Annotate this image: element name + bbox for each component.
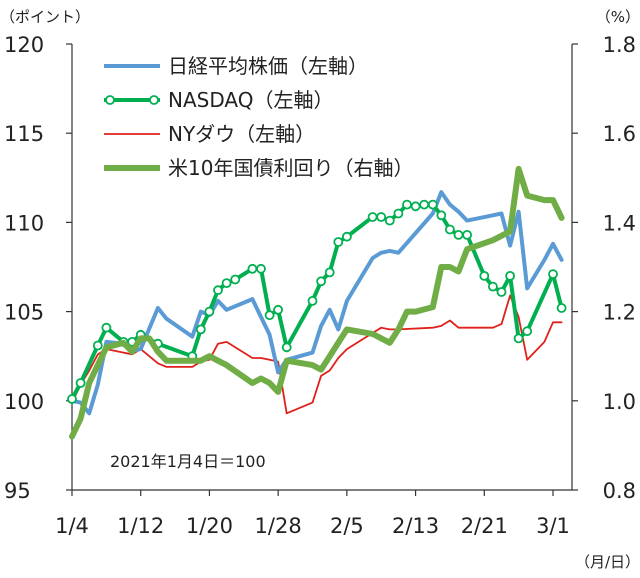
series-marker [195,324,206,335]
y-right-tick-label: 1.8 [603,33,636,57]
series-marker [67,394,77,404]
x-tick-label: 1/12 [117,514,164,538]
series-marker [522,326,533,337]
series-marker [281,342,292,353]
y-right-tick-label: 1.2 [603,301,636,325]
x-tick-label: 1/20 [186,514,233,538]
x-unit-label: （月/日） [575,553,640,571]
series-marker [479,270,490,281]
right-unit-label: （%） [596,8,640,26]
series-marker [316,276,327,287]
series-marker [247,263,258,274]
y-left-tick-label: 110 [4,211,44,235]
legend-marker [105,95,115,105]
base-date-note: 2021年1月4日＝100 [110,452,266,471]
series-marker [204,306,215,317]
axes: 95 100 105 110 115 120 0.8 1.0 1.2 1.4 1.6 1.8 1/4 1/… [4,33,636,538]
series-line-1 [70,190,564,416]
series-marker [341,231,352,242]
series-marker [324,267,335,278]
series-marker [453,229,464,240]
series-marker [402,199,412,210]
series-marker [367,212,378,222]
series-marker [221,278,232,289]
series-marker [513,333,524,344]
x-tick-label: 1/28 [255,514,302,538]
series-marker [419,199,430,210]
y-left-tick-label: 95 [4,479,31,503]
y-right-tick-label: 0.8 [603,479,636,503]
series-marker [273,304,284,315]
legend-marker [149,95,159,105]
y-left-tick-label: 115 [4,122,44,146]
series-line-3 [71,294,563,415]
series-line-2 [70,202,564,401]
series-marker [376,212,387,222]
series-marker [384,215,395,226]
series-marker [505,270,516,281]
series-marker [462,229,473,240]
series-layer [67,165,567,440]
x-tick-label: 2/5 [330,514,364,538]
left-unit-label: （ポイント） [0,8,90,26]
series-marker [101,322,112,333]
series-marker [230,274,241,285]
series-marker [410,201,421,212]
series-marker [436,210,447,221]
series-marker [487,281,498,292]
legend-label-2: NASDAQ（左軸） [168,88,333,112]
x-tick-label: 1/4 [55,514,89,538]
series-marker [548,269,558,280]
series-marker [307,295,318,306]
series-marker [444,224,455,235]
y-right-tick-label: 1.4 [603,211,636,235]
y-left-tick-label: 120 [4,33,44,57]
y-left-tick-label: 105 [4,301,44,325]
series-marker [92,340,103,351]
series-marker [264,310,275,321]
series-line-4 [69,165,565,440]
series-marker [333,237,344,247]
series-marker [496,287,507,297]
x-tick-label: 2/21 [461,514,508,538]
series-marker [556,303,567,313]
legend-label-4: 米10年国債利回り（右軸） [168,156,413,180]
series-marker [75,378,86,388]
series-marker [213,285,223,296]
legend-label-1: 日経平均株価（左軸） [168,54,368,78]
series-marker [393,208,404,219]
y-right-tick-label: 1.0 [603,390,636,414]
legend-label-3: NYダウ（左軸） [168,122,315,146]
x-tick-label: 2/13 [392,514,439,538]
series-marker [256,263,266,274]
y-right-tick-label: 1.6 [603,122,636,146]
y-left-tick-label: 100 [4,390,44,414]
series-marker [427,199,438,210]
x-tick-label: 3/1 [536,514,570,538]
legend: 日経平均株価（左軸） NASDAQ（左軸） NYダウ（左軸） 米10年国債利回り（右軸… [104,54,413,180]
